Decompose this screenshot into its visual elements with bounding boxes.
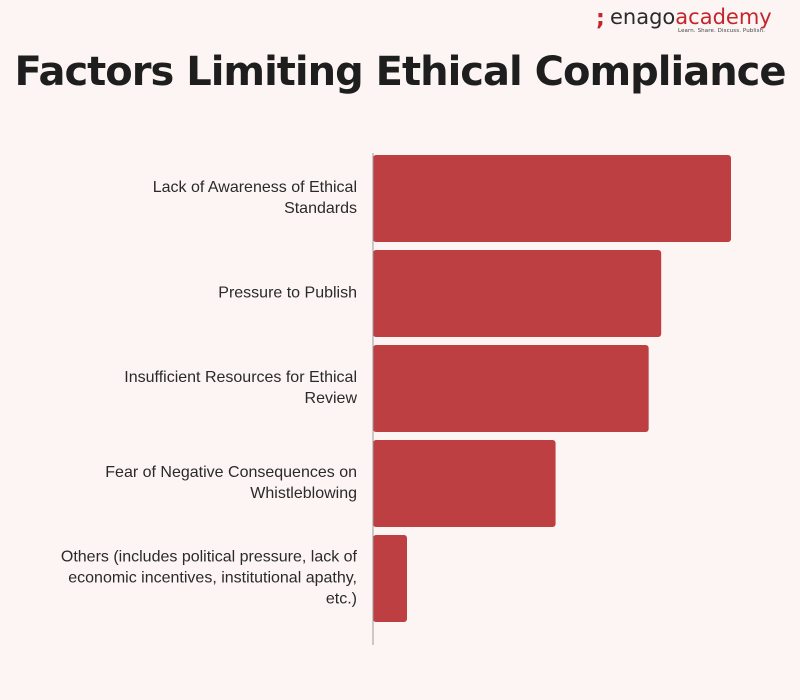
category-label-5: Others (includes political pressure, lac…: [61, 549, 358, 608]
category-label-4-line-2: Whistleblowing: [250, 485, 357, 502]
logo-brand-accent: academy: [675, 5, 772, 29]
category-label-3: Insufficient Resources for Ethical Review: [124, 369, 357, 407]
category-labels-layer: Lack of Awareness of Ethical Standards Pre…: [61, 179, 358, 608]
category-label-3-line-1: Insufficient Resources for Ethical: [124, 369, 357, 386]
category-label-5-line-2: economic incentives, institutional apath…: [68, 570, 357, 587]
logo-wordmark: enagoacademy: [610, 4, 772, 30]
bar-1: [373, 155, 731, 242]
bar-3: [373, 345, 649, 432]
chart-title: Factors Limiting Ethical Compliance: [14, 49, 786, 95]
category-label-2-line-1: Pressure to Publish: [218, 285, 357, 302]
category-label-5-line-1: Others (includes political pressure, lac…: [61, 549, 358, 566]
category-label-1-line-2: Standards: [284, 200, 357, 217]
logo-mark-icon: ;: [596, 6, 605, 31]
category-label-4-line-1: Fear of Negative Consequences on: [105, 464, 357, 481]
logo-tagline: Learn. Share. Discuss. Publish.: [678, 28, 766, 34]
category-label-4: Fear of Negative Consequences on Whistleb…: [105, 464, 357, 502]
logo-brand: enago: [610, 5, 676, 29]
bars-layer: [373, 155, 731, 622]
bar-4: [373, 440, 556, 527]
category-label-2: Pressure to Publish: [218, 285, 357, 302]
category-label-1-line-1: Lack of Awareness of Ethical: [153, 179, 357, 196]
bar-2: [373, 250, 662, 337]
category-label-5-line-3: etc.): [326, 591, 357, 608]
enago-academy-logo: ; enagoacademy Learn. Share. Discuss. Pu…: [592, 4, 792, 40]
bar-5: [373, 535, 408, 622]
category-label-1: Lack of Awareness of Ethical Standards: [153, 179, 357, 217]
category-label-3-line-2: Review: [305, 390, 358, 407]
